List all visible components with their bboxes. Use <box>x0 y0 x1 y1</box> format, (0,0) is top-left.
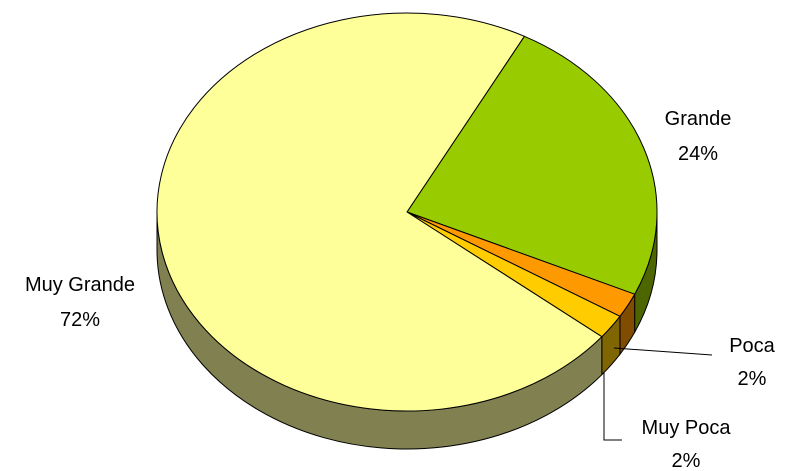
label-muy-poca-name: Muy Poca <box>642 417 732 439</box>
label-poca-percent: 2% <box>738 368 767 390</box>
label-poca-name: Poca <box>729 335 775 357</box>
leader-line-poca <box>614 348 712 355</box>
label-grande-name: Grande <box>665 108 732 130</box>
label-muy-poca-percent: 2% <box>672 450 701 471</box>
pie-slices <box>157 13 657 411</box>
label-muy-grande-percent: 72% <box>60 309 100 331</box>
label-muy-grande-name: Muy Grande <box>25 274 135 296</box>
leader-line-muy-poca <box>604 372 622 440</box>
label-grande-percent: 24% <box>678 143 718 165</box>
